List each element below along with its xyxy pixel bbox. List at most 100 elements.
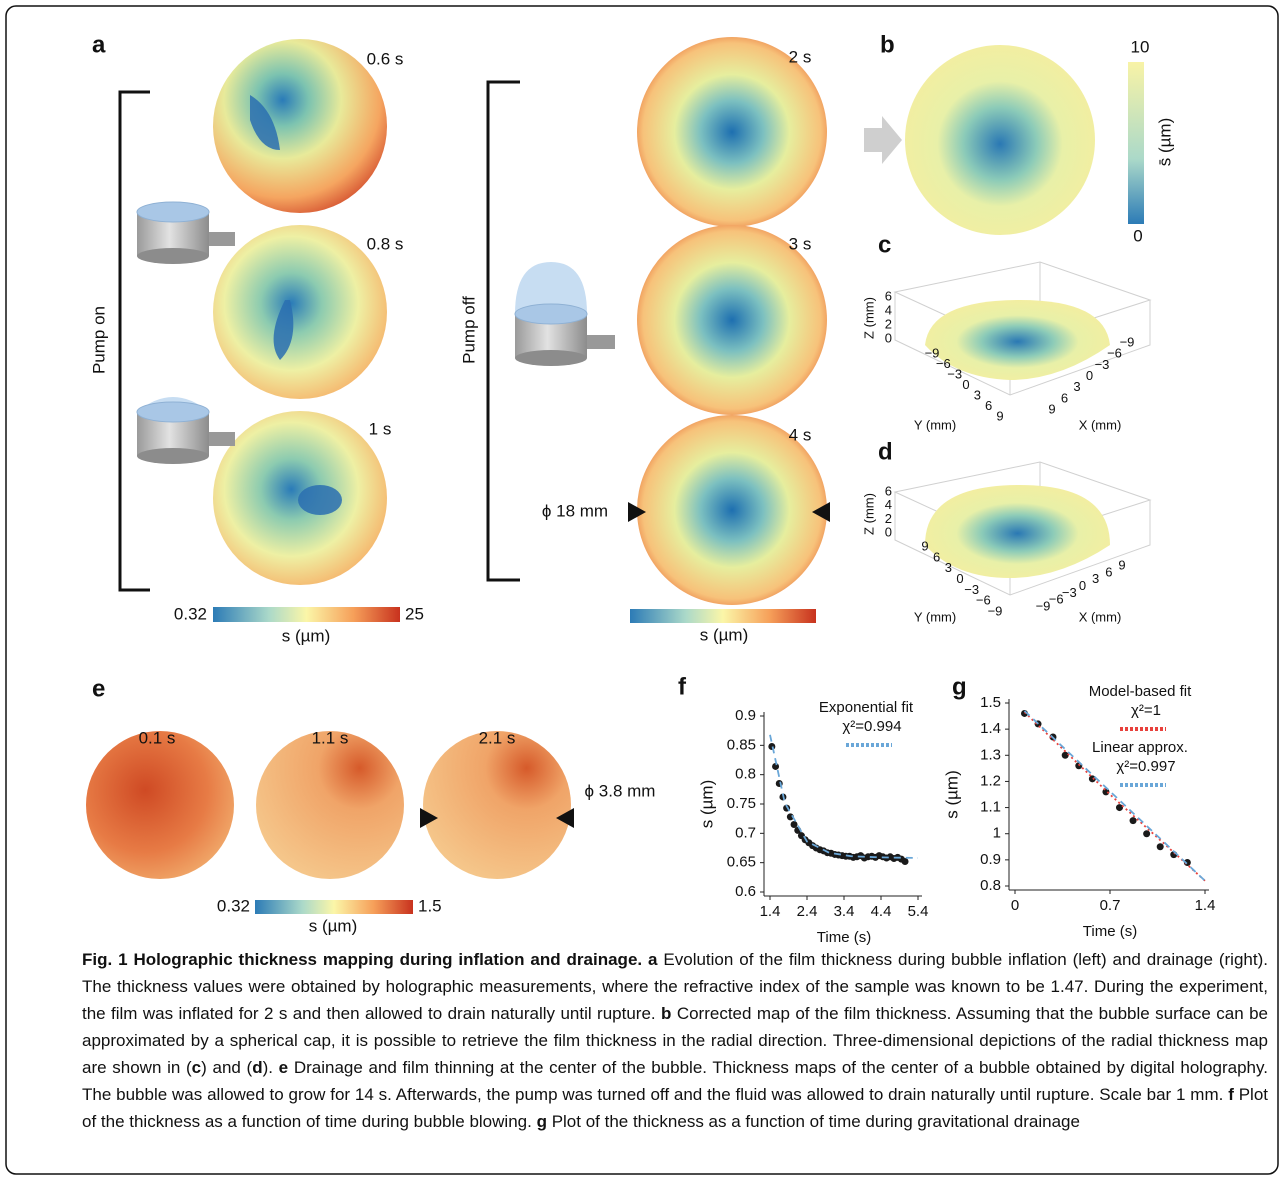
time-label: 0.1 s	[139, 728, 176, 747]
y-tick-label: 1.1	[980, 799, 1001, 816]
tick-label: −3	[1062, 585, 1077, 600]
x-tick-label: 1.4	[1195, 897, 1216, 914]
data-point	[1116, 804, 1123, 811]
caption-label: g	[537, 1112, 547, 1131]
tick-label: −9	[988, 603, 1003, 618]
caption-label: d	[252, 1058, 262, 1077]
tick-label: 0	[956, 571, 963, 586]
time-label: 2.1 s	[479, 728, 516, 747]
data-point	[902, 858, 909, 865]
fit-line	[770, 735, 918, 858]
colorbar	[630, 609, 816, 623]
tick-label: 9	[996, 408, 1003, 423]
x-tick-label: 2.4	[797, 903, 818, 920]
caption-label: c	[192, 1058, 201, 1077]
y-tick-label: 0.6	[735, 883, 756, 900]
y-axis-label: s (µm)	[697, 780, 716, 829]
x-tick-label: 1.4	[760, 903, 781, 920]
panel-label: f	[678, 673, 687, 700]
diameter-label: ϕ 18 mm	[542, 501, 608, 520]
y-tick-label: 1.4	[980, 720, 1001, 737]
y-tick-label: 0.7	[735, 824, 756, 841]
data-point	[1130, 817, 1137, 824]
time-label: 0.6 s	[367, 49, 404, 68]
diameter-label: ϕ 3.8 mm	[585, 781, 656, 800]
tick-label: 6	[933, 549, 940, 564]
colorbar-min: 0	[1133, 226, 1142, 245]
time-label: 2 s	[789, 47, 812, 66]
panel-label: d	[878, 438, 893, 465]
tick-label: 6	[885, 288, 892, 303]
legend-stat: χ²=0.994	[842, 718, 901, 735]
y-axis-label: s (µm)	[942, 770, 961, 819]
x-axis-label: Time (s)	[1083, 923, 1137, 940]
caption-label: a	[648, 950, 657, 969]
bubble-maps	[86, 37, 1095, 879]
colorbar-label: s (µm)	[309, 916, 358, 935]
legend-label: Linear approx.	[1092, 739, 1188, 756]
data-point	[1062, 752, 1069, 759]
time-label: 1 s	[369, 419, 392, 438]
y-tick-label: 0.9	[735, 707, 756, 724]
time-label: 1.1 s	[312, 728, 349, 747]
bracket	[120, 92, 150, 590]
legend-stat: χ²=0.997	[1116, 758, 1175, 775]
panel-label: b	[880, 31, 895, 58]
y-axis-label: Y (mm)	[914, 609, 956, 624]
caption-text: ) and (	[201, 1058, 252, 1077]
tick-label: 0	[885, 330, 892, 345]
x-axis-label: Time (s)	[817, 929, 871, 946]
tick-label: 9	[1118, 557, 1125, 572]
legend-stat: χ²=1	[1131, 702, 1161, 719]
pump-off-label: Pump off	[459, 296, 478, 364]
time-label: 4 s	[789, 425, 812, 444]
tick-label: 0	[1086, 368, 1093, 383]
x-axis-label: X (mm)	[1079, 609, 1122, 624]
data-point	[1143, 830, 1150, 837]
colorbar-min: 0.32	[174, 604, 207, 623]
y-tick-label: 0.8	[735, 766, 756, 783]
3d-surface	[925, 485, 1110, 578]
colorbar-max: 10	[1131, 37, 1150, 56]
pump-on-label: Pump on	[89, 306, 108, 374]
panel-label: c	[878, 231, 891, 258]
tick-label: 6	[1105, 564, 1112, 579]
tick-label: 9	[921, 538, 928, 553]
colorbar-label: s (µm)	[700, 625, 749, 644]
colorbar-label: s (µm)	[282, 626, 331, 645]
y-tick-label: 0.85	[727, 736, 756, 753]
tick-label: 4	[885, 302, 892, 317]
panel-label: a	[92, 31, 106, 58]
tick-label: 3	[945, 560, 952, 575]
caption-title: Fig. 1 Holographic thickness mapping dur…	[82, 950, 642, 969]
y-tick-label: 0.8	[980, 877, 1001, 894]
legend-label: Exponential fit	[819, 699, 914, 716]
caption-label: b	[661, 1004, 671, 1023]
z-axis-label: Z (mm)	[861, 297, 876, 339]
tick-label: −9	[1120, 334, 1135, 349]
caption-label: e	[279, 1058, 288, 1077]
time-label: 0.8 s	[367, 234, 404, 253]
colorbar	[1128, 62, 1144, 224]
panel-label: e	[92, 675, 105, 702]
colorbar-max: 25	[405, 604, 424, 623]
y-tick-label: 1.5	[980, 694, 1001, 711]
colorbar	[213, 607, 400, 622]
tick-label: 6	[1061, 390, 1068, 405]
tick-label: 3	[1092, 571, 1099, 586]
tick-label: 0	[1079, 578, 1086, 593]
y-tick-label: 1.2	[980, 772, 1001, 789]
tick-label: 0	[885, 524, 892, 539]
figure-page: a Pump on Pump off 0.6 s 0.8 s 1 s 2 s 3…	[0, 0, 1284, 1178]
caption-text: ).	[263, 1058, 273, 1077]
legend-label: Model-based fit	[1089, 683, 1192, 700]
arrow	[864, 116, 902, 164]
colorbar	[255, 900, 413, 914]
tick-label: −3	[947, 366, 962, 381]
tick-label: 6	[985, 398, 992, 413]
caption-text: Plot of the thickness as a function of t…	[552, 1112, 1080, 1131]
y-tick-label: 0.75	[727, 795, 756, 812]
caption-label: f	[1228, 1085, 1234, 1104]
z-axis-label: Z (mm)	[861, 493, 876, 535]
x-tick-label: 4.4	[871, 903, 892, 920]
